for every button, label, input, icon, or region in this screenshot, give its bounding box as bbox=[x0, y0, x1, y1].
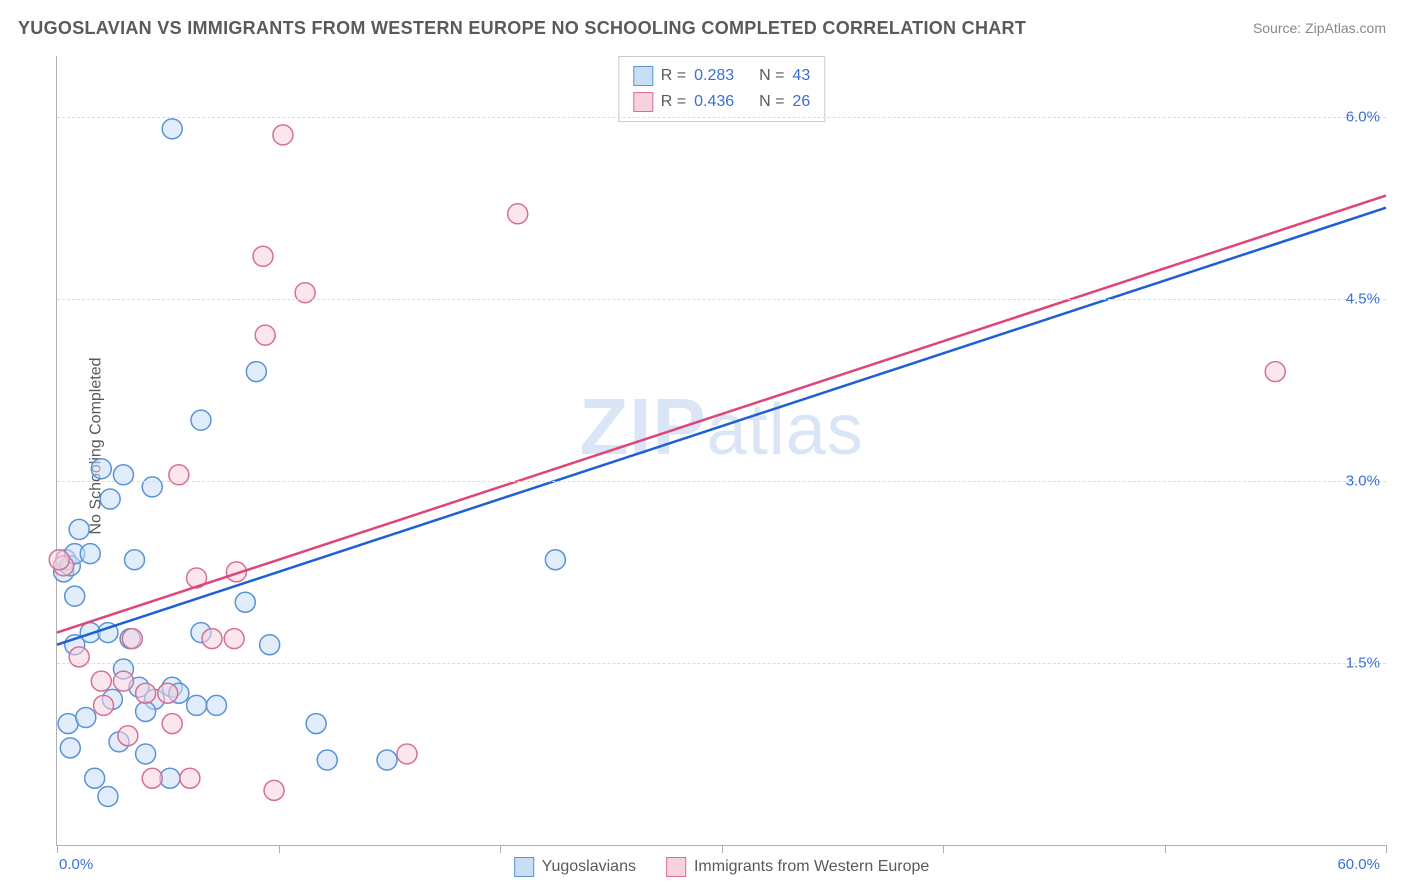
source-value: ZipAtlas.com bbox=[1305, 20, 1386, 36]
plot-svg bbox=[57, 56, 1386, 845]
scatter-point-yugoslavians bbox=[545, 550, 565, 570]
scatter-point-yugoslavians bbox=[85, 768, 105, 788]
scatter-point-immigrants_we bbox=[273, 125, 293, 145]
scatter-point-immigrants_we bbox=[113, 671, 133, 691]
scatter-point-yugoslavians bbox=[136, 701, 156, 721]
scatter-point-immigrants_we bbox=[91, 671, 111, 691]
scatter-point-yugoslavians bbox=[206, 695, 226, 715]
source-attribution: Source: ZipAtlas.com bbox=[1253, 20, 1386, 36]
scatter-point-yugoslavians bbox=[317, 750, 337, 770]
scatter-point-immigrants_we bbox=[180, 768, 200, 788]
scatter-point-immigrants_we bbox=[142, 768, 162, 788]
x-tick bbox=[279, 845, 280, 853]
scatter-point-immigrants_we bbox=[136, 683, 156, 703]
scatter-point-immigrants_we bbox=[202, 629, 222, 649]
scatter-point-immigrants_we bbox=[49, 550, 69, 570]
x-tick bbox=[1386, 845, 1387, 853]
scatter-point-yugoslavians bbox=[235, 592, 255, 612]
gridline bbox=[57, 299, 1386, 300]
legend-label-we: Immigrants from Western Europe bbox=[694, 858, 929, 876]
scatter-point-yugoslavians bbox=[377, 750, 397, 770]
y-tick-label: 4.5% bbox=[1346, 290, 1380, 307]
source-label: Source: bbox=[1253, 20, 1301, 36]
scatter-point-yugoslavians bbox=[246, 362, 266, 382]
gridline bbox=[57, 663, 1386, 664]
plot-area: ZIPatlas R = 0.283 N = 43 R = 0.436 N = … bbox=[56, 56, 1386, 846]
scatter-point-yugoslavians bbox=[98, 786, 118, 806]
x-tick bbox=[57, 845, 58, 853]
scatter-point-yugoslavians bbox=[136, 744, 156, 764]
scatter-point-immigrants_we bbox=[122, 629, 142, 649]
chart-container: YUGOSLAVIAN VS IMMIGRANTS FROM WESTERN E… bbox=[0, 0, 1406, 892]
x-tick bbox=[943, 845, 944, 853]
scatter-point-immigrants_we bbox=[397, 744, 417, 764]
x-tick bbox=[1165, 845, 1166, 853]
scatter-point-yugoslavians bbox=[58, 714, 78, 734]
scatter-point-yugoslavians bbox=[100, 489, 120, 509]
scatter-point-yugoslavians bbox=[125, 550, 145, 570]
series-legend: Yugoslavians Immigrants from Western Eur… bbox=[514, 857, 930, 877]
x-tick bbox=[722, 845, 723, 853]
trend-line-yugoslavians bbox=[57, 208, 1386, 645]
scatter-point-immigrants_we bbox=[224, 629, 244, 649]
y-tick-label: 1.5% bbox=[1346, 654, 1380, 671]
legend-item-immigrants: Immigrants from Western Europe bbox=[666, 857, 929, 877]
scatter-point-yugoslavians bbox=[60, 738, 80, 758]
legend-label-yugo: Yugoslavians bbox=[542, 858, 636, 876]
swatch-blue-icon bbox=[514, 857, 534, 877]
chart-title: YUGOSLAVIAN VS IMMIGRANTS FROM WESTERN E… bbox=[18, 18, 1026, 39]
scatter-point-immigrants_we bbox=[253, 246, 273, 266]
swatch-pink-icon bbox=[666, 857, 686, 877]
scatter-point-immigrants_we bbox=[508, 204, 528, 224]
scatter-point-yugoslavians bbox=[69, 519, 89, 539]
y-tick-label: 3.0% bbox=[1346, 472, 1380, 489]
x-tick-label-min: 0.0% bbox=[59, 856, 93, 873]
scatter-point-yugoslavians bbox=[306, 714, 326, 734]
scatter-point-yugoslavians bbox=[76, 708, 96, 728]
y-tick-label: 6.0% bbox=[1346, 108, 1380, 125]
scatter-point-immigrants_we bbox=[162, 714, 182, 734]
scatter-point-immigrants_we bbox=[1265, 362, 1285, 382]
legend-item-yugoslavians: Yugoslavians bbox=[514, 857, 636, 877]
x-tick-label-max: 60.0% bbox=[1337, 856, 1380, 873]
scatter-point-yugoslavians bbox=[162, 119, 182, 139]
scatter-point-yugoslavians bbox=[260, 635, 280, 655]
scatter-point-immigrants_we bbox=[158, 683, 178, 703]
scatter-point-immigrants_we bbox=[118, 726, 138, 746]
scatter-point-yugoslavians bbox=[187, 695, 207, 715]
scatter-point-yugoslavians bbox=[65, 586, 85, 606]
scatter-point-immigrants_we bbox=[94, 695, 114, 715]
gridline bbox=[57, 481, 1386, 482]
scatter-point-immigrants_we bbox=[255, 325, 275, 345]
scatter-point-yugoslavians bbox=[191, 410, 211, 430]
gridline bbox=[57, 117, 1386, 118]
scatter-point-yugoslavians bbox=[91, 459, 111, 479]
x-tick bbox=[500, 845, 501, 853]
scatter-point-yugoslavians bbox=[80, 544, 100, 564]
scatter-point-immigrants_we bbox=[264, 780, 284, 800]
